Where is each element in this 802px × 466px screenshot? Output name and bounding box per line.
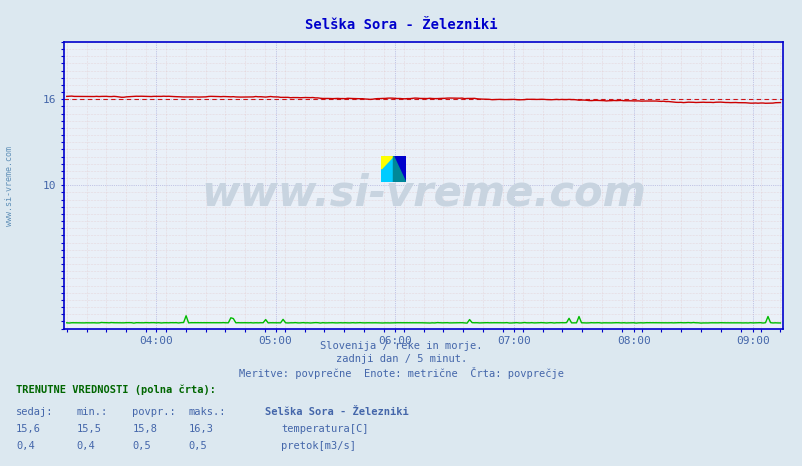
- Polygon shape: [393, 156, 405, 182]
- Text: 0,5: 0,5: [132, 441, 151, 451]
- Text: sedaj:: sedaj:: [16, 407, 54, 417]
- Text: Meritve: povprečne  Enote: metrične  Črta: povprečje: Meritve: povprečne Enote: metrične Črta:…: [239, 367, 563, 379]
- Text: 15,8: 15,8: [132, 424, 157, 434]
- Polygon shape: [381, 156, 393, 182]
- Text: 0,4: 0,4: [76, 441, 95, 451]
- Text: 0,4: 0,4: [16, 441, 34, 451]
- Polygon shape: [381, 156, 393, 169]
- Text: min.:: min.:: [76, 407, 107, 417]
- Text: povpr.:: povpr.:: [132, 407, 176, 417]
- Text: www.si-vreme.com: www.si-vreme.com: [5, 146, 14, 226]
- Text: www.si-vreme.com: www.si-vreme.com: [200, 173, 646, 215]
- Bar: [393, 156, 405, 182]
- Text: Slovenija / reke in morje.: Slovenija / reke in morje.: [320, 341, 482, 351]
- Text: 15,5: 15,5: [76, 424, 101, 434]
- Bar: [381, 156, 393, 169]
- Text: zadnji dan / 5 minut.: zadnji dan / 5 minut.: [335, 354, 467, 364]
- Text: maks.:: maks.:: [188, 407, 226, 417]
- Text: Selška Sora - Železniki: Selška Sora - Železniki: [265, 407, 408, 417]
- Bar: [381, 169, 393, 182]
- Text: 0,5: 0,5: [188, 441, 207, 451]
- Text: Selška Sora - Železniki: Selška Sora - Železniki: [305, 18, 497, 32]
- Text: pretok[m3/s]: pretok[m3/s]: [281, 441, 355, 451]
- Text: temperatura[C]: temperatura[C]: [281, 424, 368, 434]
- Text: 15,6: 15,6: [16, 424, 41, 434]
- Polygon shape: [393, 156, 405, 182]
- Text: 16,3: 16,3: [188, 424, 213, 434]
- Text: TRENUTNE VREDNOSTI (polna črta):: TRENUTNE VREDNOSTI (polna črta):: [16, 384, 216, 395]
